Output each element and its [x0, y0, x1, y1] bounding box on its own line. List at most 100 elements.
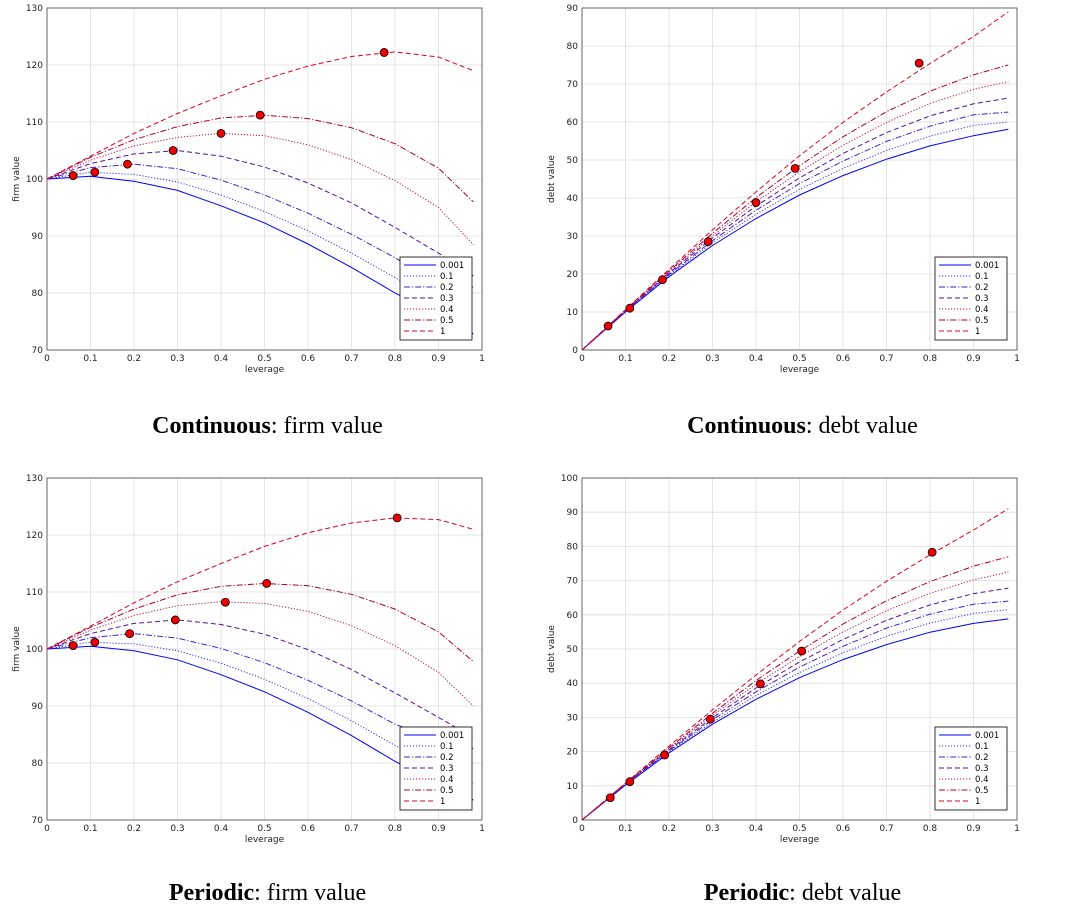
optimum-marker — [68, 641, 78, 650]
series-line — [47, 517, 474, 650]
x-tick-label: 0 — [579, 824, 585, 834]
x-tick-label: 0.1 — [618, 354, 632, 364]
y-tick-label: 0 — [572, 346, 578, 356]
optimum-marker — [168, 146, 178, 155]
series-line — [582, 64, 1009, 350]
x-tick-label: 0.7 — [344, 354, 358, 364]
y-tick-label: 80 — [32, 759, 44, 769]
optimum-marker — [751, 198, 761, 207]
legend-label: 0.3 — [440, 294, 454, 304]
legend-label: 0.2 — [440, 283, 454, 293]
x-tick-label: 1 — [479, 824, 485, 834]
legend-label: 0.1 — [975, 742, 989, 752]
y-tick-label: 80 — [567, 542, 579, 552]
x-tick-label: 0.4 — [214, 354, 229, 364]
x-axis-label: leverage — [780, 835, 820, 845]
y-tick-label: 100 — [26, 175, 43, 185]
x-tick-label: 0.2 — [127, 354, 141, 364]
optimum-marker — [392, 513, 402, 523]
legend-label: 0.5 — [975, 316, 989, 326]
y-tick-label: 60 — [567, 118, 579, 128]
series-line — [582, 600, 1009, 820]
x-tick-label: 1 — [1014, 354, 1020, 364]
legend-label: 0.001 — [440, 731, 464, 741]
y-tick-label: 50 — [567, 156, 579, 166]
x-tick-label: 1 — [479, 354, 485, 364]
series-line — [582, 81, 1009, 350]
y-tick-label: 30 — [567, 232, 579, 242]
series-line — [47, 641, 474, 784]
y-tick-label: 80 — [567, 42, 579, 52]
series-line — [582, 571, 1009, 820]
x-tick-label: 0.8 — [388, 824, 403, 834]
optimum-marker — [755, 679, 765, 689]
y-tick-label: 110 — [26, 588, 43, 598]
x-tick-label: 0.3 — [170, 824, 184, 834]
legend-label: 0.4 — [440, 775, 454, 785]
x-axis-label: leverage — [245, 365, 285, 375]
legend-label: 0.2 — [975, 283, 989, 293]
chart-panel-continuous-debt: 0 0.1 0.2 0.3 0.4 0.5 0.6 0.7 0.8 0.9 1 0 10 20 30 40 50… — [535, 0, 1070, 460]
y-tick-label: 30 — [567, 713, 579, 723]
caption-continuous-debt: Continuous: debt value — [535, 413, 1070, 440]
series-line — [47, 582, 474, 662]
legend-label: 0.4 — [975, 305, 989, 315]
series-line — [582, 556, 1009, 820]
optimum-marker — [90, 167, 100, 177]
series-line — [582, 609, 1009, 820]
y-tick-label: 120 — [26, 531, 43, 541]
caption-rest: : firm value — [270, 413, 383, 439]
chart-panel-continuous-firm: 0 0.1 0.2 0.3 0.4 0.5 0.6 0.7 0.8 0.9 1 70 80 90 100 11… — [0, 0, 535, 460]
y-tick-label: 90 — [567, 508, 579, 518]
y-tick-label: 90 — [567, 4, 579, 14]
x-tick-label: 0.5 — [792, 354, 806, 364]
optimum-marker — [927, 547, 937, 557]
optimum-marker — [625, 303, 635, 313]
series-line — [47, 114, 474, 203]
legend-label: 0.1 — [440, 272, 454, 282]
legend-label: 0.4 — [975, 775, 989, 785]
x-tick-label: 0.2 — [662, 354, 676, 364]
optimum-marker — [220, 597, 230, 607]
caption-bold: Periodic — [168, 880, 255, 906]
y-tick-label: 40 — [567, 194, 579, 204]
y-axis-label: debt value — [547, 155, 557, 203]
y-tick-label: 100 — [561, 474, 578, 484]
legend-label: 0.5 — [975, 786, 989, 796]
optimum-marker — [703, 237, 713, 247]
series-line — [47, 171, 474, 320]
legend-label: 0.2 — [975, 753, 989, 763]
optimum-marker — [790, 163, 800, 173]
series-line — [582, 11, 1009, 350]
x-tick-label: 0.6 — [836, 824, 851, 834]
y-tick-label: 120 — [26, 61, 43, 71]
caption-rest: : firm value — [254, 880, 367, 906]
caption-rest: : debt value — [805, 413, 918, 439]
x-tick-label: 0.9 — [431, 824, 446, 834]
caption-periodic-debt: Periodic: debt value — [535, 880, 1070, 907]
y-tick-label: 90 — [32, 702, 44, 712]
caption-bold: Continuous — [687, 413, 806, 439]
series-line — [582, 508, 1009, 820]
chart-panel-periodic-firm: 0 0.1 0.2 0.3 0.4 0.5 0.6 0.7 0.8 0.9 1 70 80 90 100 11… — [0, 470, 535, 919]
optimum-marker — [68, 171, 78, 180]
chart-continuous-firm-value: 0 0.1 0.2 0.3 0.4 0.5 0.6 0.7 0.8 0.9 170809010011… — [12, 4, 485, 375]
series-line — [582, 618, 1009, 820]
optimum-marker — [797, 646, 807, 656]
x-axis-label: leverage — [780, 365, 820, 375]
x-tick-label: 0.4 — [749, 354, 764, 364]
plot-frame — [581, 477, 1018, 821]
y-axis-label: debt value — [547, 625, 557, 673]
caption-bold: Periodic — [703, 880, 790, 906]
x-tick-label: 0.7 — [879, 824, 893, 834]
x-tick-label: 0.7 — [344, 824, 358, 834]
caption-rest: : debt value — [789, 880, 902, 906]
optimum-marker — [658, 275, 667, 285]
chart-continuous-debt-value: 0 0.1 0.2 0.3 0.4 0.5 0.6 0.7 0.8 0.9 101020304050… — [547, 4, 1020, 375]
series-line — [582, 97, 1009, 350]
x-tick-label: 0.8 — [923, 354, 938, 364]
series-line — [47, 132, 474, 245]
optimum-marker — [123, 159, 132, 169]
y-tick-label: 70 — [32, 816, 44, 826]
optimum-marker — [379, 48, 389, 57]
